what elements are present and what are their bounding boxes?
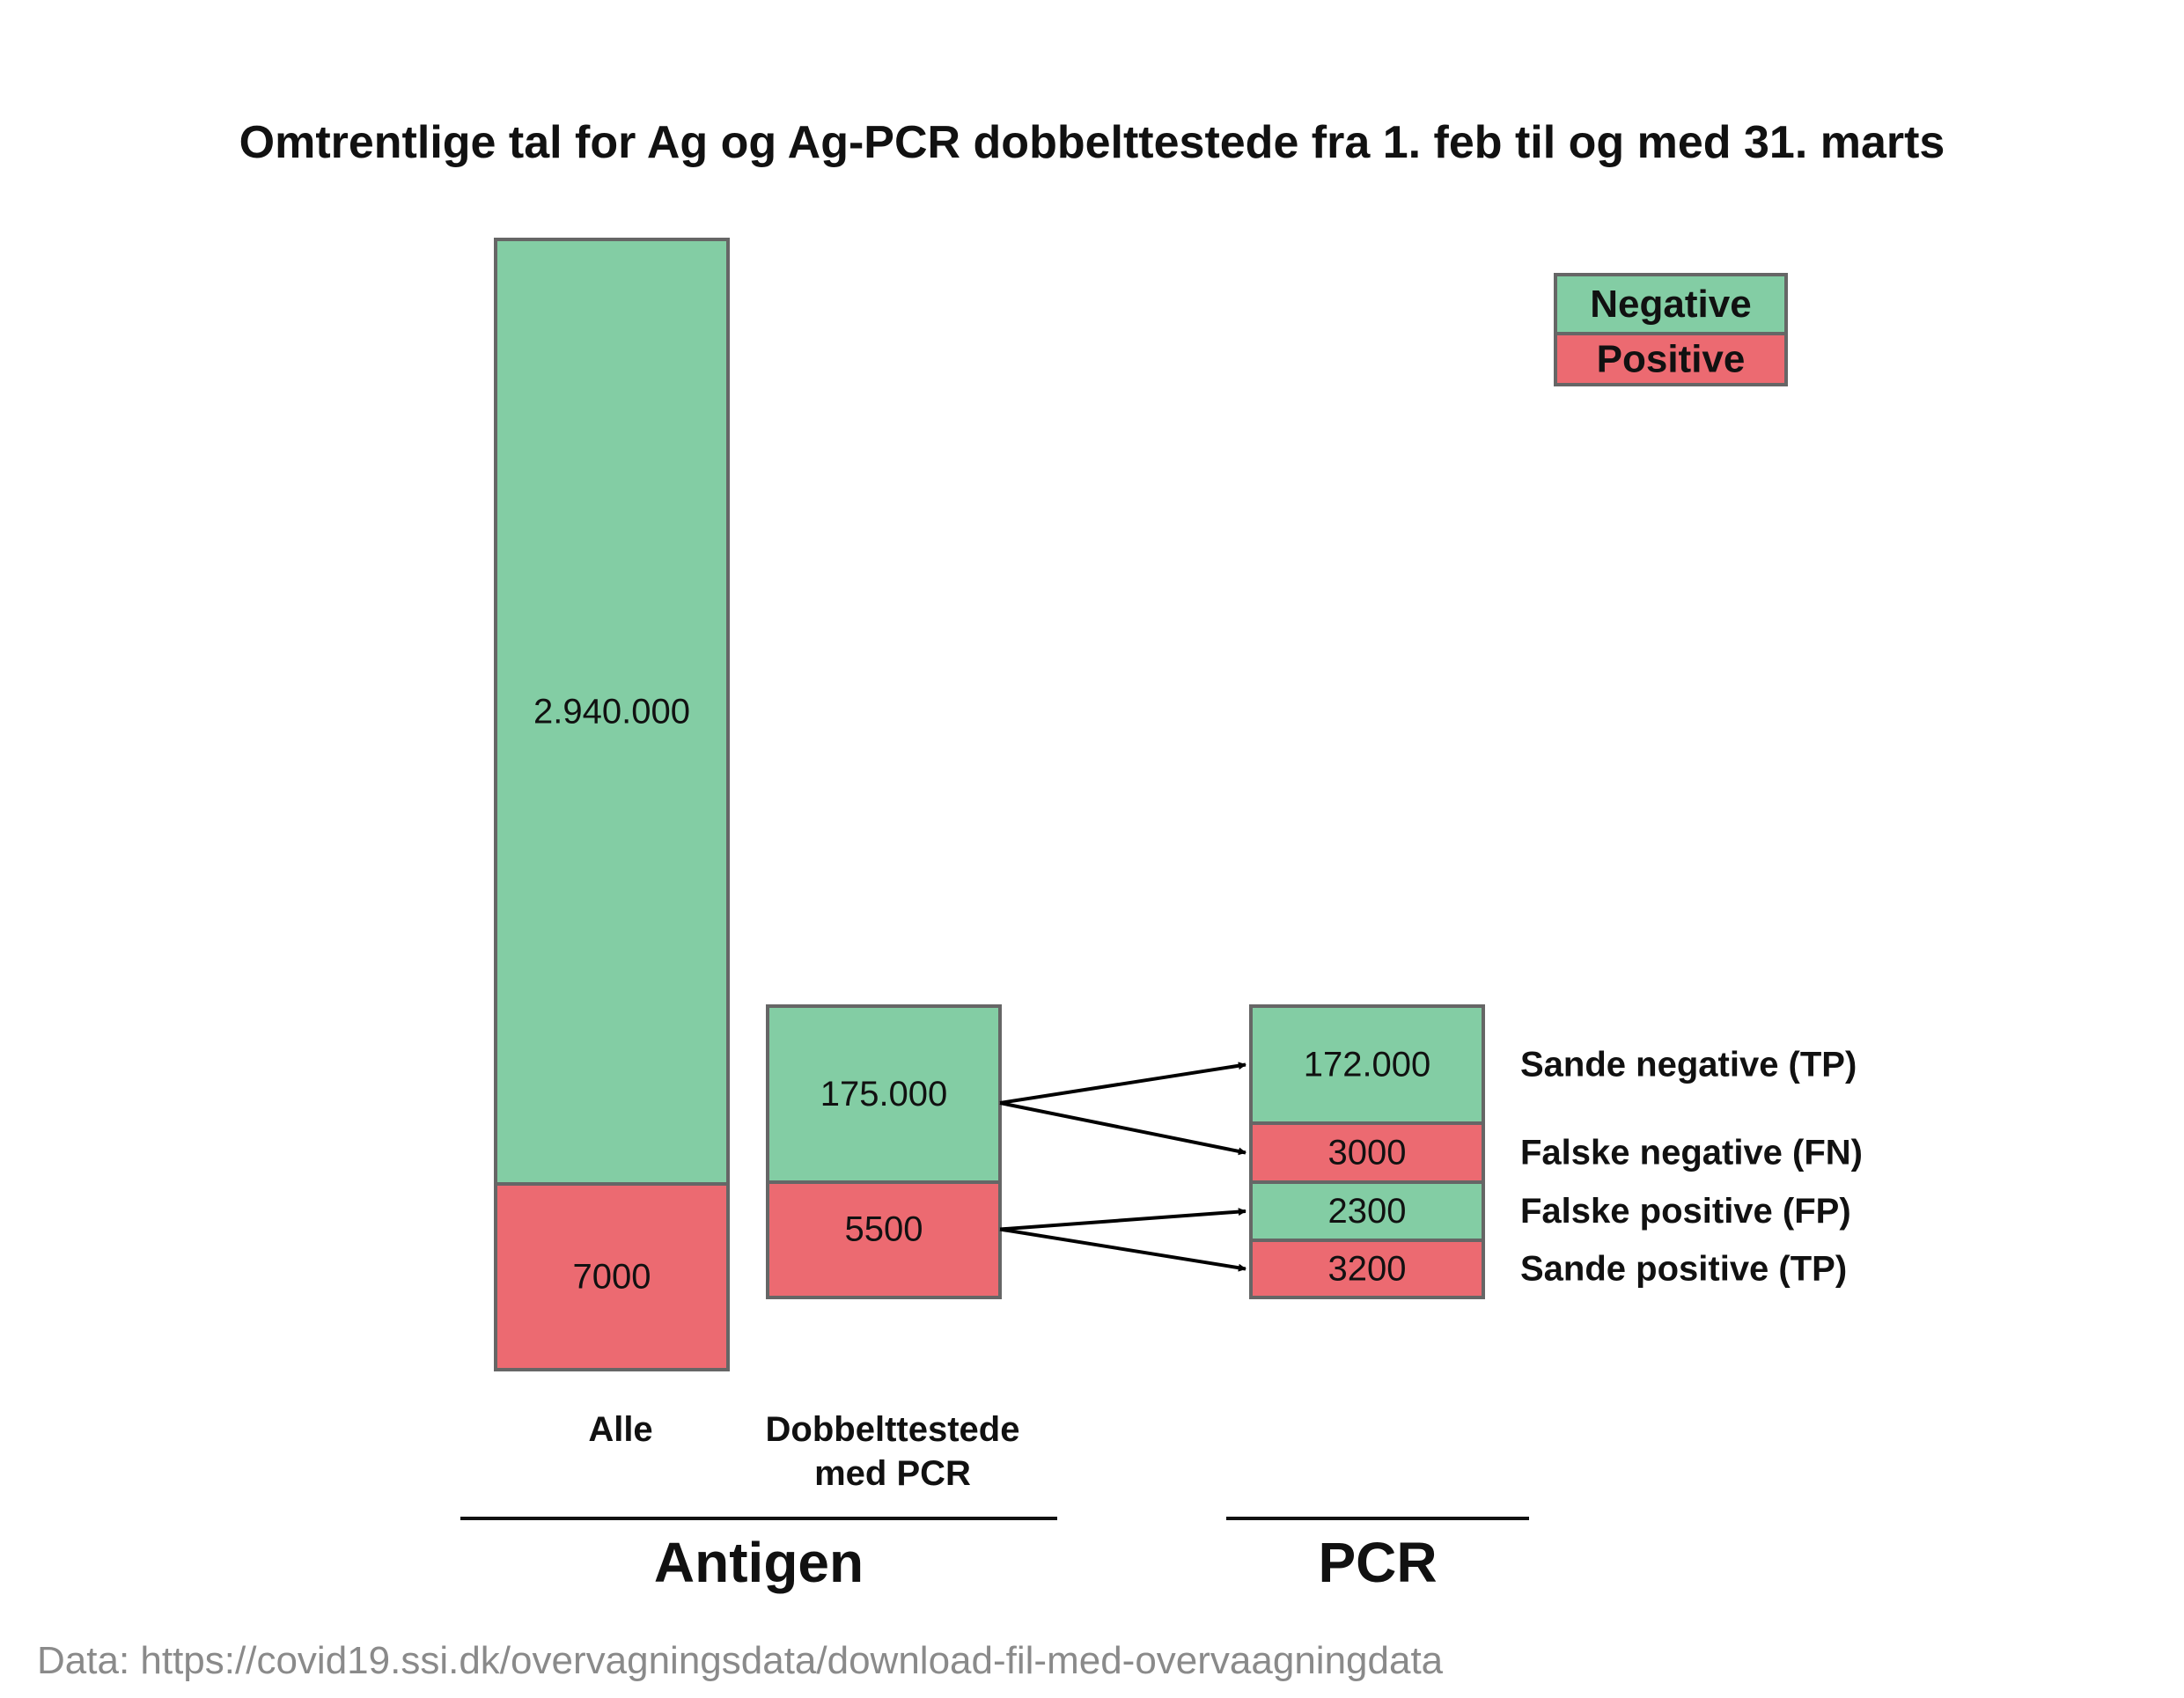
bar-segment-negative — [494, 238, 730, 1186]
data-label: 2.940.000 — [533, 693, 690, 731]
pcr-result-label: Sande positive (TP) — [1520, 1250, 1847, 1289]
flow-arrow — [999, 1062, 1246, 1105]
bar-segment-positive — [494, 1182, 730, 1371]
category-label: Dobbelttestede — [766, 1410, 1020, 1449]
bar-segment-positive — [1249, 1239, 1485, 1299]
data-label: 3200 — [1328, 1250, 1407, 1289]
chart-title: Omtrentlige tal for Ag og Ag-PCR dobbelt… — [239, 117, 1945, 168]
category-label: med PCR — [814, 1454, 971, 1493]
category-label: Alle — [588, 1410, 652, 1449]
group-label: Antigen — [654, 1531, 864, 1594]
bar-segment-negative — [766, 1004, 1002, 1184]
legend-label-negative: Negative — [1590, 283, 1751, 326]
data-label: 7000 — [573, 1258, 651, 1297]
data-label: 2300 — [1328, 1192, 1407, 1231]
bar-segment-positive — [766, 1180, 1002, 1299]
flow-arrow — [999, 1208, 1246, 1231]
flow-arrow — [999, 1227, 1246, 1272]
group-label: PCR — [1318, 1531, 1437, 1594]
bar-segment-negative — [1249, 1180, 1485, 1242]
data-label: 172.000 — [1304, 1046, 1431, 1084]
legend-swatch-positive — [1554, 332, 1788, 386]
data-label: 3000 — [1328, 1134, 1407, 1172]
data-label: 175.000 — [820, 1075, 948, 1114]
pcr-result-label: Falske positive (FP) — [1520, 1192, 1851, 1231]
pcr-result-label: Sande negative (TP) — [1520, 1046, 1857, 1084]
data-source-note: Data: https://covid19.ssi.dk/overvagning… — [37, 1639, 1444, 1682]
flow-arrow — [999, 1101, 1246, 1156]
legend-swatch-negative — [1554, 273, 1788, 335]
pcr-result-label: Falske negative (FN) — [1520, 1134, 1863, 1172]
data-label: 5500 — [845, 1210, 923, 1249]
legend-label-positive: Positive — [1597, 338, 1746, 381]
